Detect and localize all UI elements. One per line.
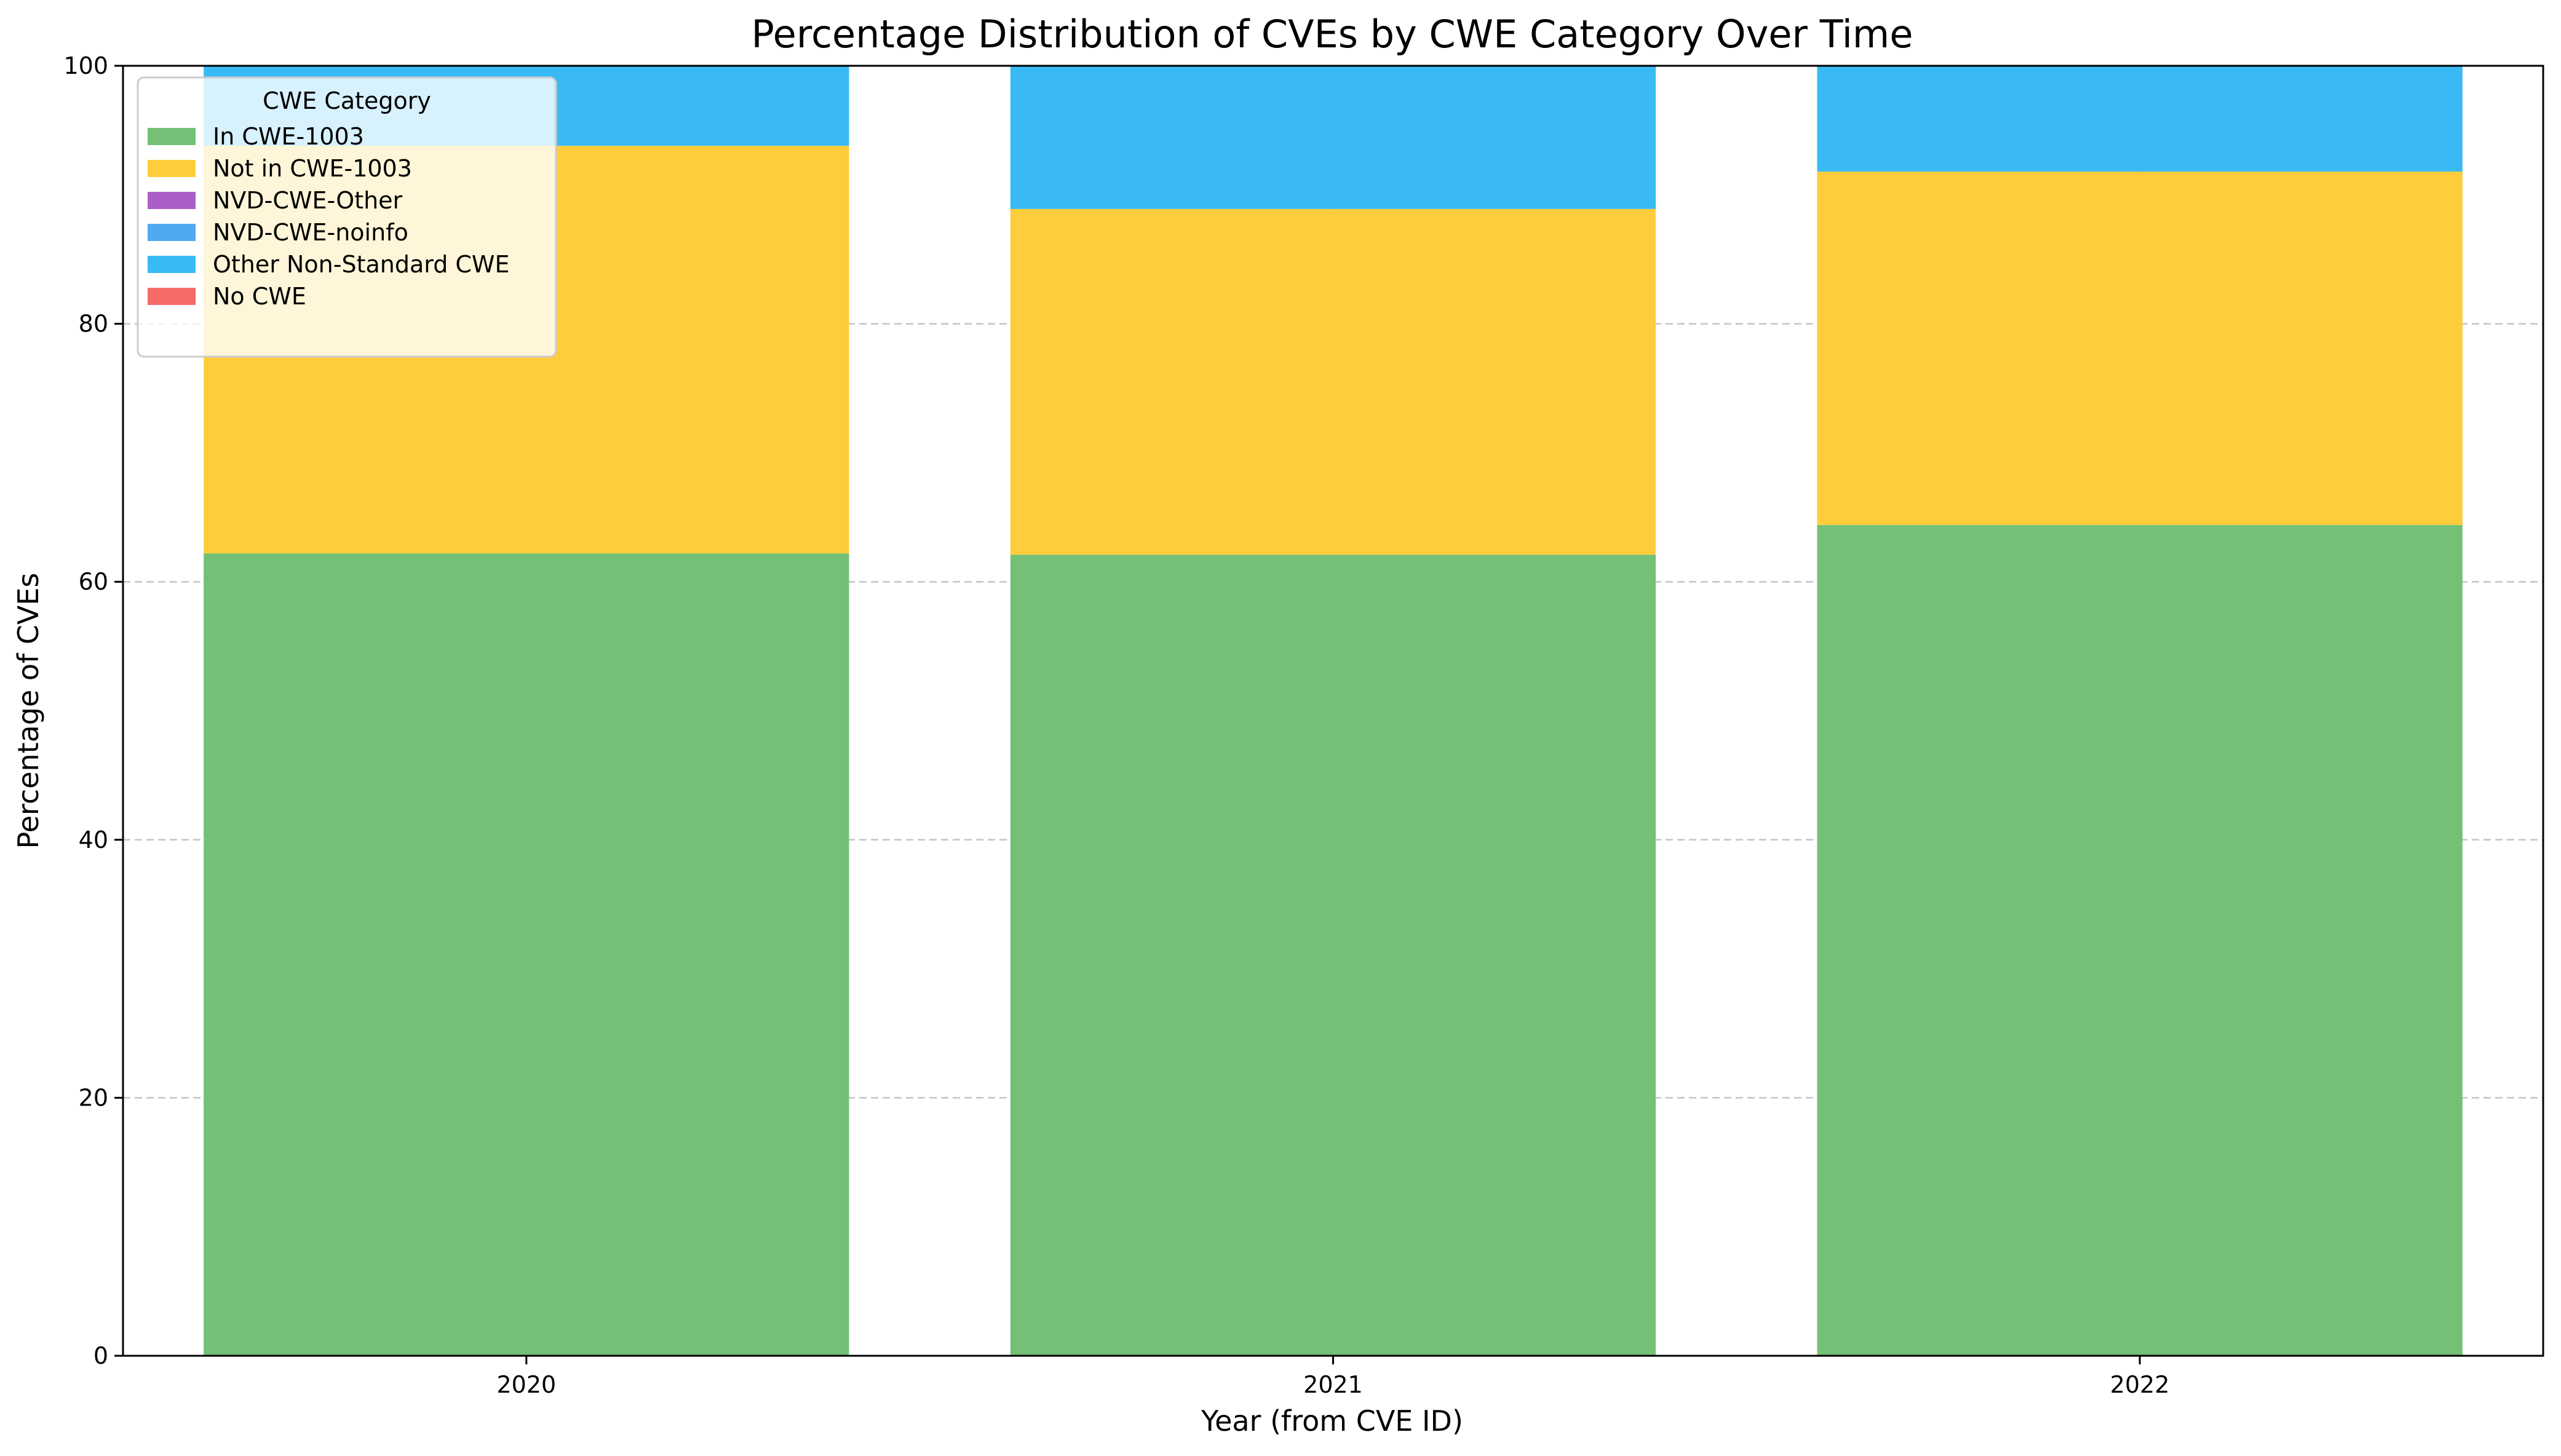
legend-title: CWE Category xyxy=(263,87,431,114)
y-tick-label: 20 xyxy=(79,1084,108,1111)
y-tick-label: 60 xyxy=(79,568,108,595)
legend-label: Not in CWE-1003 xyxy=(213,155,412,182)
legend-label: NVD-CWE-noinfo xyxy=(213,219,408,246)
legend-swatch xyxy=(148,192,196,209)
x-tick-label: 2021 xyxy=(1303,1371,1363,1398)
y-tick-label: 40 xyxy=(79,826,108,853)
bar-segment xyxy=(1817,524,2463,1356)
bar-segment xyxy=(1817,172,2463,525)
y-tick-label: 80 xyxy=(79,311,108,338)
y-axis-label: Percentage of CVEs xyxy=(12,573,45,849)
y-tick-label: 100 xyxy=(63,52,108,79)
x-axis-label: Year (from CVE ID) xyxy=(1201,1404,1463,1438)
y-tick-label: 0 xyxy=(93,1342,108,1369)
legend: CWE Category In CWE-1003 Not in CWE-1003 N… xyxy=(137,76,557,358)
legend-label: In CWE-1003 xyxy=(213,123,364,150)
bar-segment xyxy=(204,553,849,1356)
legend-label: NVD-CWE-Other xyxy=(213,187,403,214)
legend-items: In CWE-1003 Not in CWE-1003 NVD-CWE-Other N… xyxy=(148,123,510,310)
legend-swatch xyxy=(148,128,196,145)
bar-segment xyxy=(1010,208,1656,555)
legend-swatch xyxy=(148,256,196,273)
chart-title: Percentage Distribution of CVEs by CWE C… xyxy=(752,12,1913,57)
bars xyxy=(204,66,2463,1356)
bar-segment xyxy=(1010,66,1656,209)
legend-swatch xyxy=(148,224,196,241)
x-tick-label: 2022 xyxy=(2110,1371,2170,1398)
bar-segment xyxy=(1817,66,2463,172)
legend-swatch xyxy=(148,160,196,177)
x-tick-label: 2020 xyxy=(496,1371,556,1398)
legend-label: No CWE xyxy=(213,283,306,310)
legend-box xyxy=(137,76,557,358)
legend-swatch xyxy=(148,288,196,305)
legend-label: Other Non-Standard CWE xyxy=(213,251,510,278)
bar-segment xyxy=(1010,555,1656,1356)
x-axis: 2020 2021 2022 xyxy=(496,1356,2170,1398)
y-axis: 0 20 40 60 80 100 xyxy=(63,52,123,1369)
